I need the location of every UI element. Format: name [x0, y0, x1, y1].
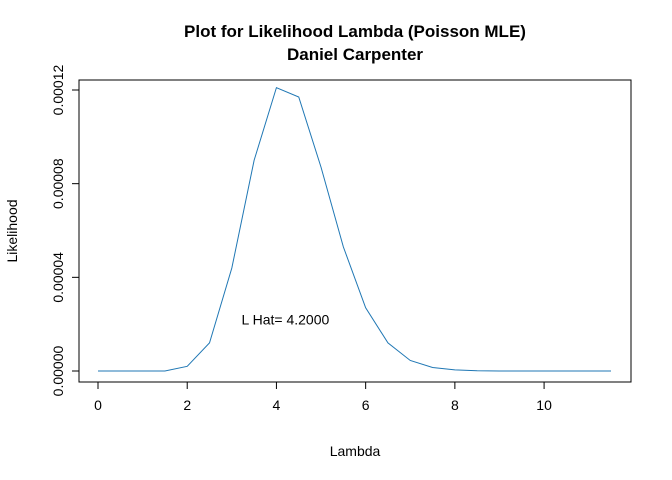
x-axis-label: Lambda [330, 443, 381, 459]
likelihood-line [98, 86, 611, 372]
x-tick-label: 0 [94, 397, 102, 413]
y-axis-label: Likelihood [4, 199, 20, 262]
x-tick-label: 10 [536, 397, 552, 413]
l-hat-annotation: L Hat= 4.2000 [241, 311, 329, 327]
y-tick-label: 0.00012 [50, 64, 66, 115]
y-tick-label: 0.00004 [50, 252, 66, 303]
y-axis: 0.00000 0.00004 0.00008 0.00012 [50, 64, 80, 396]
chart-title-line1: Plot for Likelihood Lambda (Poisson MLE) [184, 22, 526, 41]
plot-frame [78, 79, 632, 383]
y-tick-label: 0.00008 [50, 158, 66, 209]
y-tick-label: 0.00000 [50, 345, 66, 396]
x-axis: 0 2 4 6 8 10 [94, 381, 552, 413]
x-tick-label: 4 [273, 397, 281, 413]
chart-title-line2: Daniel Carpenter [287, 45, 423, 64]
x-tick-label: 6 [362, 397, 370, 413]
x-tick-label: 8 [451, 397, 459, 413]
x-tick-label: 2 [183, 397, 191, 413]
